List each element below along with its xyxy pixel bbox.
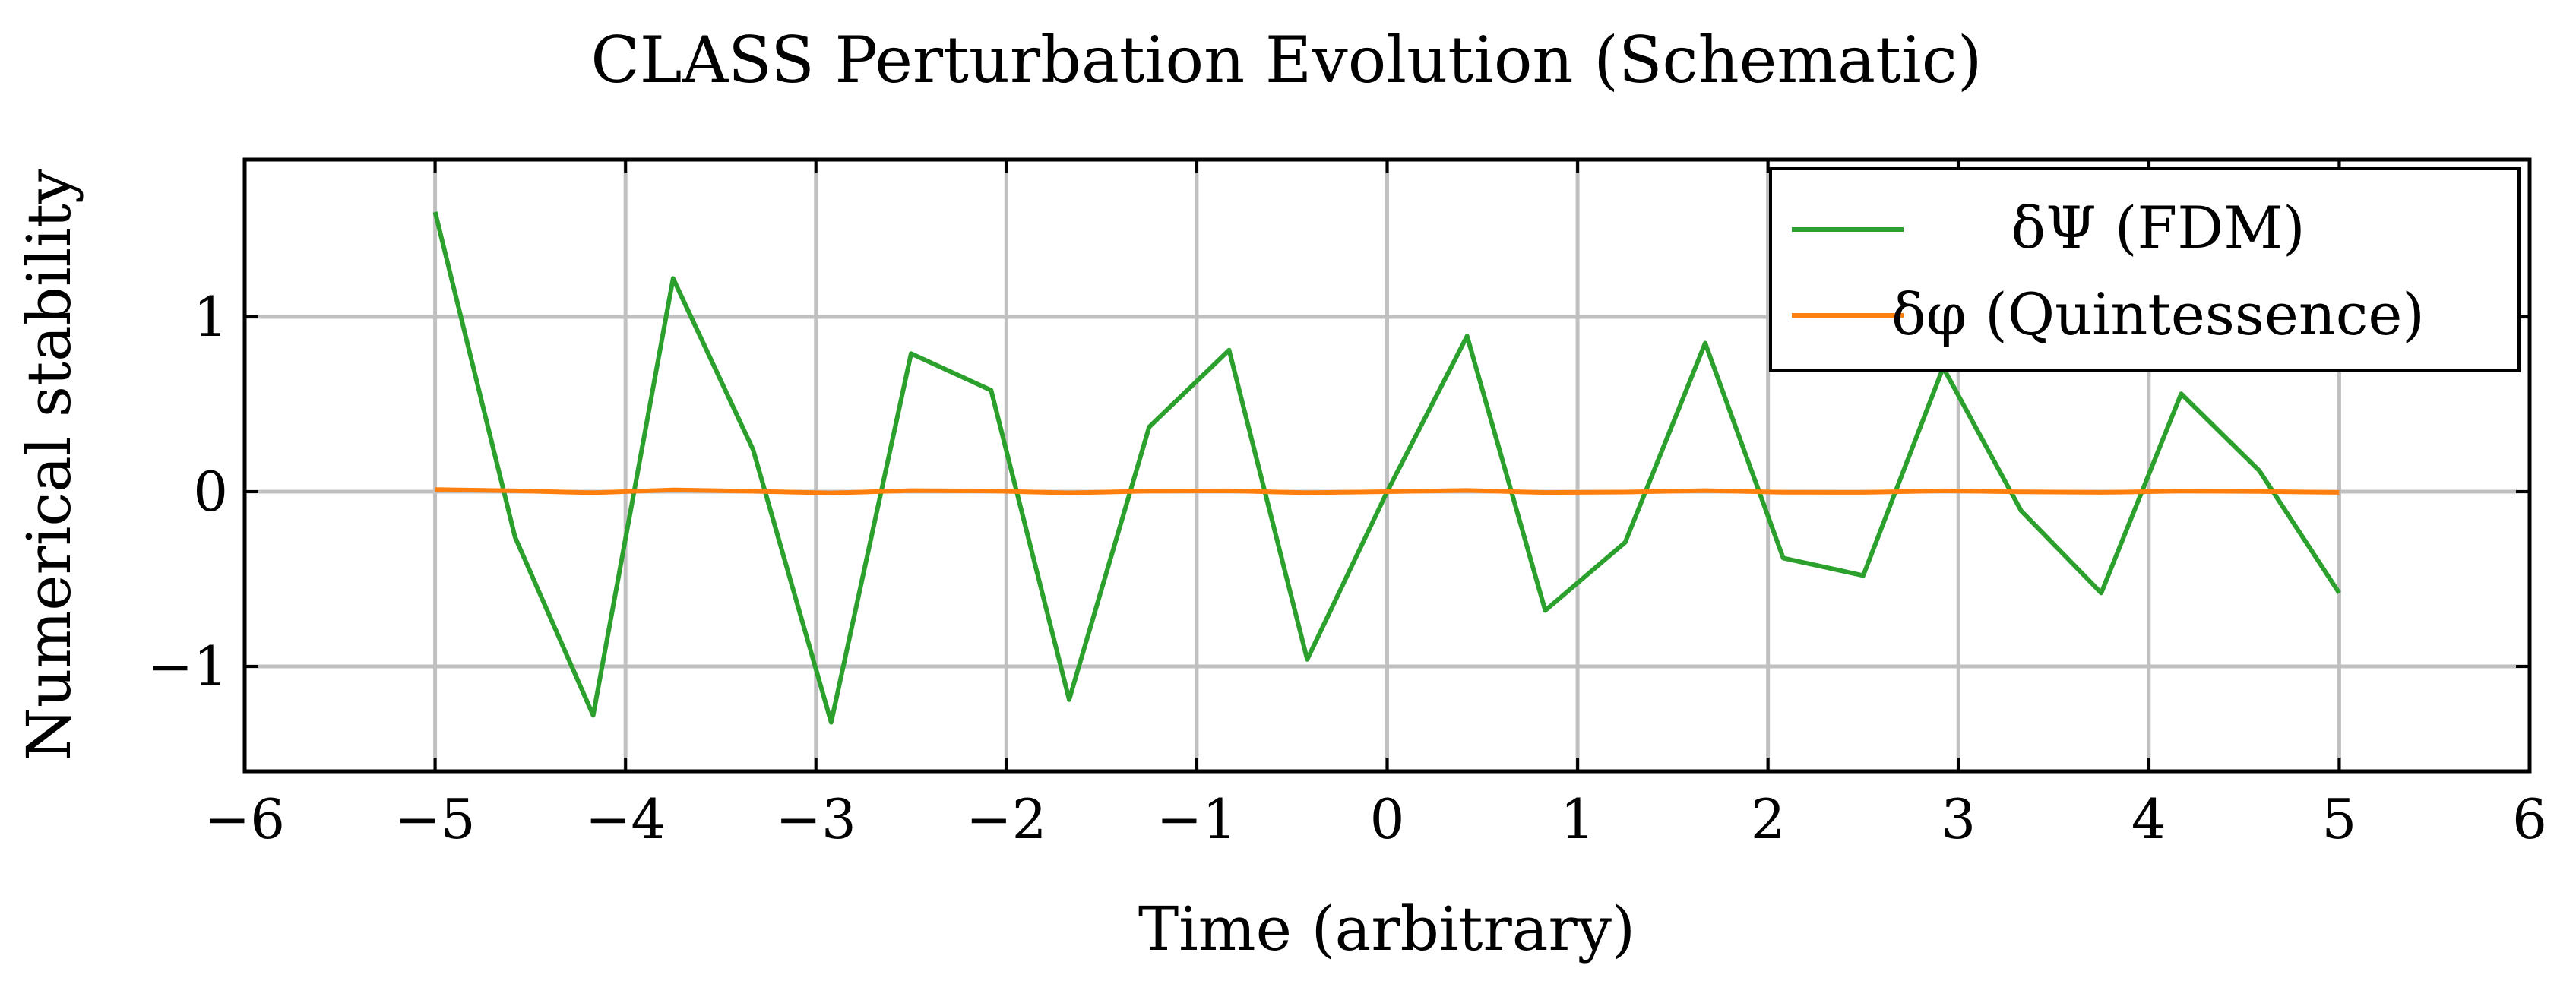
legend-box xyxy=(1769,167,2521,372)
x-tick-label: −6 xyxy=(204,787,285,851)
x-tick-label: 6 xyxy=(2512,787,2547,851)
x-tick-label: −1 xyxy=(1157,787,1237,851)
x-tick-label: 2 xyxy=(1751,787,1786,851)
y-tick-label: −1 xyxy=(147,634,228,698)
x-tick-label: 5 xyxy=(2322,787,2357,851)
tick-layer: −6 −5 −4 −3 −2 −1 0 1 2 3 4 5 6 −1 0 1 xyxy=(147,160,2547,851)
x-tick-label: 1 xyxy=(1560,787,1595,851)
x-axis-label: Time (arbitrary) xyxy=(1138,894,1635,964)
x-tick-label: 4 xyxy=(2131,787,2166,851)
y-axis-label: Numerical stability xyxy=(14,169,84,761)
x-tick-label: 0 xyxy=(1370,787,1405,851)
x-tick-label: −5 xyxy=(395,787,476,851)
y-tick-label: 0 xyxy=(193,460,228,524)
y-tick-label: 1 xyxy=(193,285,228,349)
x-tick-label: −2 xyxy=(966,787,1046,851)
x-tick-label: 3 xyxy=(1941,787,1976,851)
legend-label-quintessence: δφ (Quintessence) xyxy=(1891,280,2425,348)
x-tick-label: −3 xyxy=(776,787,856,851)
legend: δΨ (FDM) δφ (Quintessence) xyxy=(1769,167,2521,372)
series-line-quintessence xyxy=(435,487,2340,495)
series-layer xyxy=(432,211,2341,725)
legend-label-fdm: δΨ (FDM) xyxy=(2011,194,2305,261)
x-tick-label: −4 xyxy=(585,787,666,851)
chart-title: CLASS Perturbation Evolution (Schematic) xyxy=(590,23,1982,97)
